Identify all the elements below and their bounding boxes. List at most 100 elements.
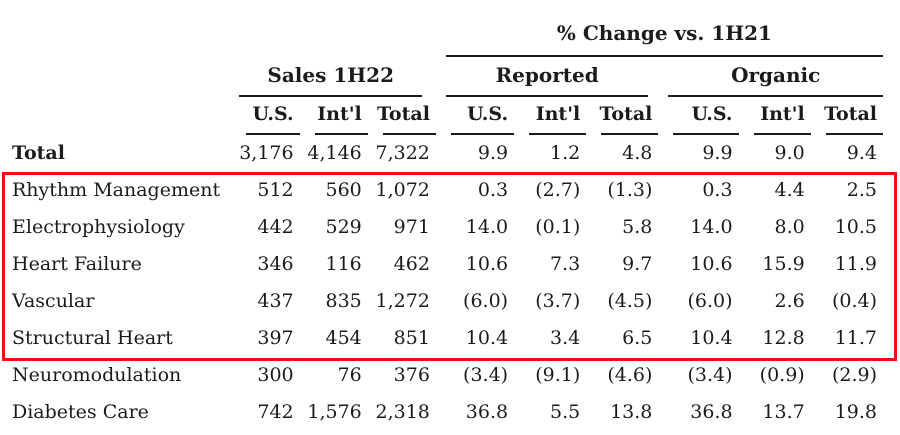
table-row: Electrophysiology 442 529 971 14.0 (0.1) 5.8 14… (8, 208, 885, 245)
table-cell: 971 (393, 215, 430, 238)
table-cell: 9.7 (622, 252, 653, 275)
row-label: Neuromodulation (12, 363, 182, 386)
table-cell: 2.5 (846, 178, 877, 201)
table-cell: 9.0 (774, 141, 805, 164)
header-row-columns: U.S. Int'l Total U.S. Int'l Total U.S. I… (8, 95, 885, 135)
table-cell: 9.9 (702, 141, 733, 164)
col-header-label: Int'l (529, 95, 587, 135)
row-label: Heart Failure (12, 252, 142, 275)
table-cell: 11.9 (834, 252, 877, 275)
col-header: Int'l (741, 95, 813, 135)
table-row: Vascular 437 835 1,272 (6.0) (3.7) (4.5) (6.0) 2… (8, 282, 885, 319)
group-label-sales: Sales 1H22 (239, 55, 422, 97)
table-cell: (0.9) (759, 363, 805, 386)
table-cell: 13.8 (610, 400, 653, 423)
table-cell: 9.4 (846, 141, 877, 164)
table-cell: 10.5 (834, 215, 877, 238)
table-cell: 376 (393, 363, 430, 386)
col-header-label: U.S. (246, 95, 300, 135)
col-header-label: Total (599, 95, 659, 135)
table-cell: 742 (257, 400, 294, 423)
table-cell: 835 (325, 289, 362, 312)
table-cell: 12.8 (762, 326, 805, 349)
col-header-label: U.S. (450, 95, 515, 135)
group-cell-organic: Organic (660, 55, 885, 97)
table-cell: (4.6) (607, 363, 653, 386)
col-header-label: Int'l (753, 95, 811, 135)
table-cell: 15.9 (762, 252, 805, 275)
table-cell: 0.3 (702, 178, 733, 201)
table-cell: 10.6 (465, 252, 509, 275)
header-row-groups: Sales 1H22 Reported Organic (8, 55, 885, 97)
table-cell: (0.4) (831, 289, 877, 312)
table-cell: 4.8 (622, 141, 653, 164)
table-cell: 8.0 (774, 215, 805, 238)
table-cell: (0.1) (535, 215, 581, 238)
table-cell: 14.0 (465, 215, 509, 238)
table-row: Heart Failure 346 116 462 10.6 7.3 9.7 10.6 15.9… (8, 245, 885, 282)
table-cell: 14.0 (690, 215, 733, 238)
table-cell: 10.4 (690, 326, 733, 349)
table-cell: 5.8 (622, 215, 653, 238)
table-cell: 36.8 (465, 400, 509, 423)
table-cell: (3.7) (535, 289, 581, 312)
table-cell: 397 (257, 326, 294, 349)
table-row: Structural Heart 397 454 851 10.4 3.4 6.5 10.4 1… (8, 319, 885, 356)
group-cell-reported: Reported (438, 56, 660, 97)
table-cell: 116 (325, 252, 362, 275)
table-row: Neuromodulation 300 76 376 (3.4) (9.1) (4.6) (3… (8, 356, 885, 393)
col-header: Total (813, 95, 885, 135)
table-cell: 4.4 (774, 178, 805, 201)
table-cell: 560 (325, 178, 362, 201)
table-cell: (3.4) (463, 363, 509, 386)
table-cell: 1.2 (550, 141, 581, 164)
table-cell: 2.6 (774, 289, 805, 312)
table-cell: 10.4 (465, 326, 509, 349)
table-cell: 1,272 (375, 289, 430, 312)
col-header: Total (370, 95, 438, 135)
col-header: U.S. (438, 95, 516, 135)
header-spacer (8, 56, 233, 96)
table-cell: 454 (325, 326, 362, 349)
table-cell: 1,072 (375, 178, 430, 201)
table-cell: 13.7 (762, 400, 805, 423)
table-cell: 1,576 (307, 400, 362, 423)
table-cell: 36.8 (690, 400, 733, 423)
table-cell: 512 (257, 178, 294, 201)
col-header-label: Total (377, 95, 436, 135)
group-label-organic: Organic (668, 55, 883, 97)
col-header: Int'l (516, 95, 588, 135)
table-cell: 300 (257, 363, 294, 386)
table-cell: 437 (257, 289, 294, 312)
table-row: Diabetes Care 742 1,576 2,318 36.8 5.5 13.8 36.… (8, 393, 885, 430)
col-header: U.S. (660, 96, 740, 135)
pct-change-header: % Change vs. 1H21 (445, 11, 883, 57)
table-cell: 529 (325, 215, 362, 238)
table-cell: 7.3 (550, 252, 581, 275)
table-cell: (3.4) (687, 363, 733, 386)
table-row: Total 3,176 4,146 7,322 9.9 1.2 4.8 9.9 9.0 9.4 (8, 134, 885, 171)
table-cell: 851 (393, 326, 430, 349)
table-cell: (1.3) (607, 178, 653, 201)
row-label: Vascular (12, 289, 95, 312)
table-cell: 6.5 (622, 326, 653, 349)
table-cell: (2.9) (831, 363, 877, 386)
table-cell: 5.5 (550, 400, 581, 423)
table-cell: 19.8 (834, 400, 877, 423)
table-row: Rhythm Management 512 560 1,072 0.3 (2.7) (1.3… (8, 171, 885, 208)
table-cell: 4,146 (307, 141, 362, 164)
table-cell: (2.7) (535, 178, 581, 201)
row-label: Structural Heart (12, 326, 173, 349)
table-cell: 3.4 (550, 326, 581, 349)
table-body: Total 3,176 4,146 7,322 9.9 1.2 4.8 9.9 9.0 9.4 Rh… (8, 134, 885, 430)
table-cell: 3,176 (239, 141, 294, 164)
row-label: Rhythm Management (12, 178, 221, 201)
table-cell: 76 (337, 363, 362, 386)
col-header-label: Total (824, 95, 883, 135)
col-header: U.S. (233, 95, 301, 135)
table-cell: 7,322 (375, 141, 430, 164)
table-cell: 346 (257, 252, 294, 275)
row-label: Electrophysiology (12, 215, 185, 238)
table-cell: (6.0) (687, 289, 733, 312)
